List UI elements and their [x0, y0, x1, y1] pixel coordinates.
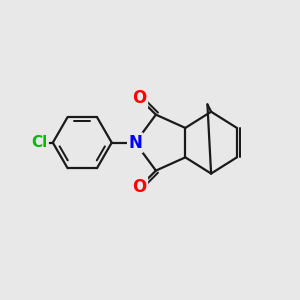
Text: N: N	[128, 134, 142, 152]
Text: Cl: Cl	[32, 135, 48, 150]
Text: O: O	[133, 178, 147, 196]
Text: O: O	[133, 89, 147, 107]
